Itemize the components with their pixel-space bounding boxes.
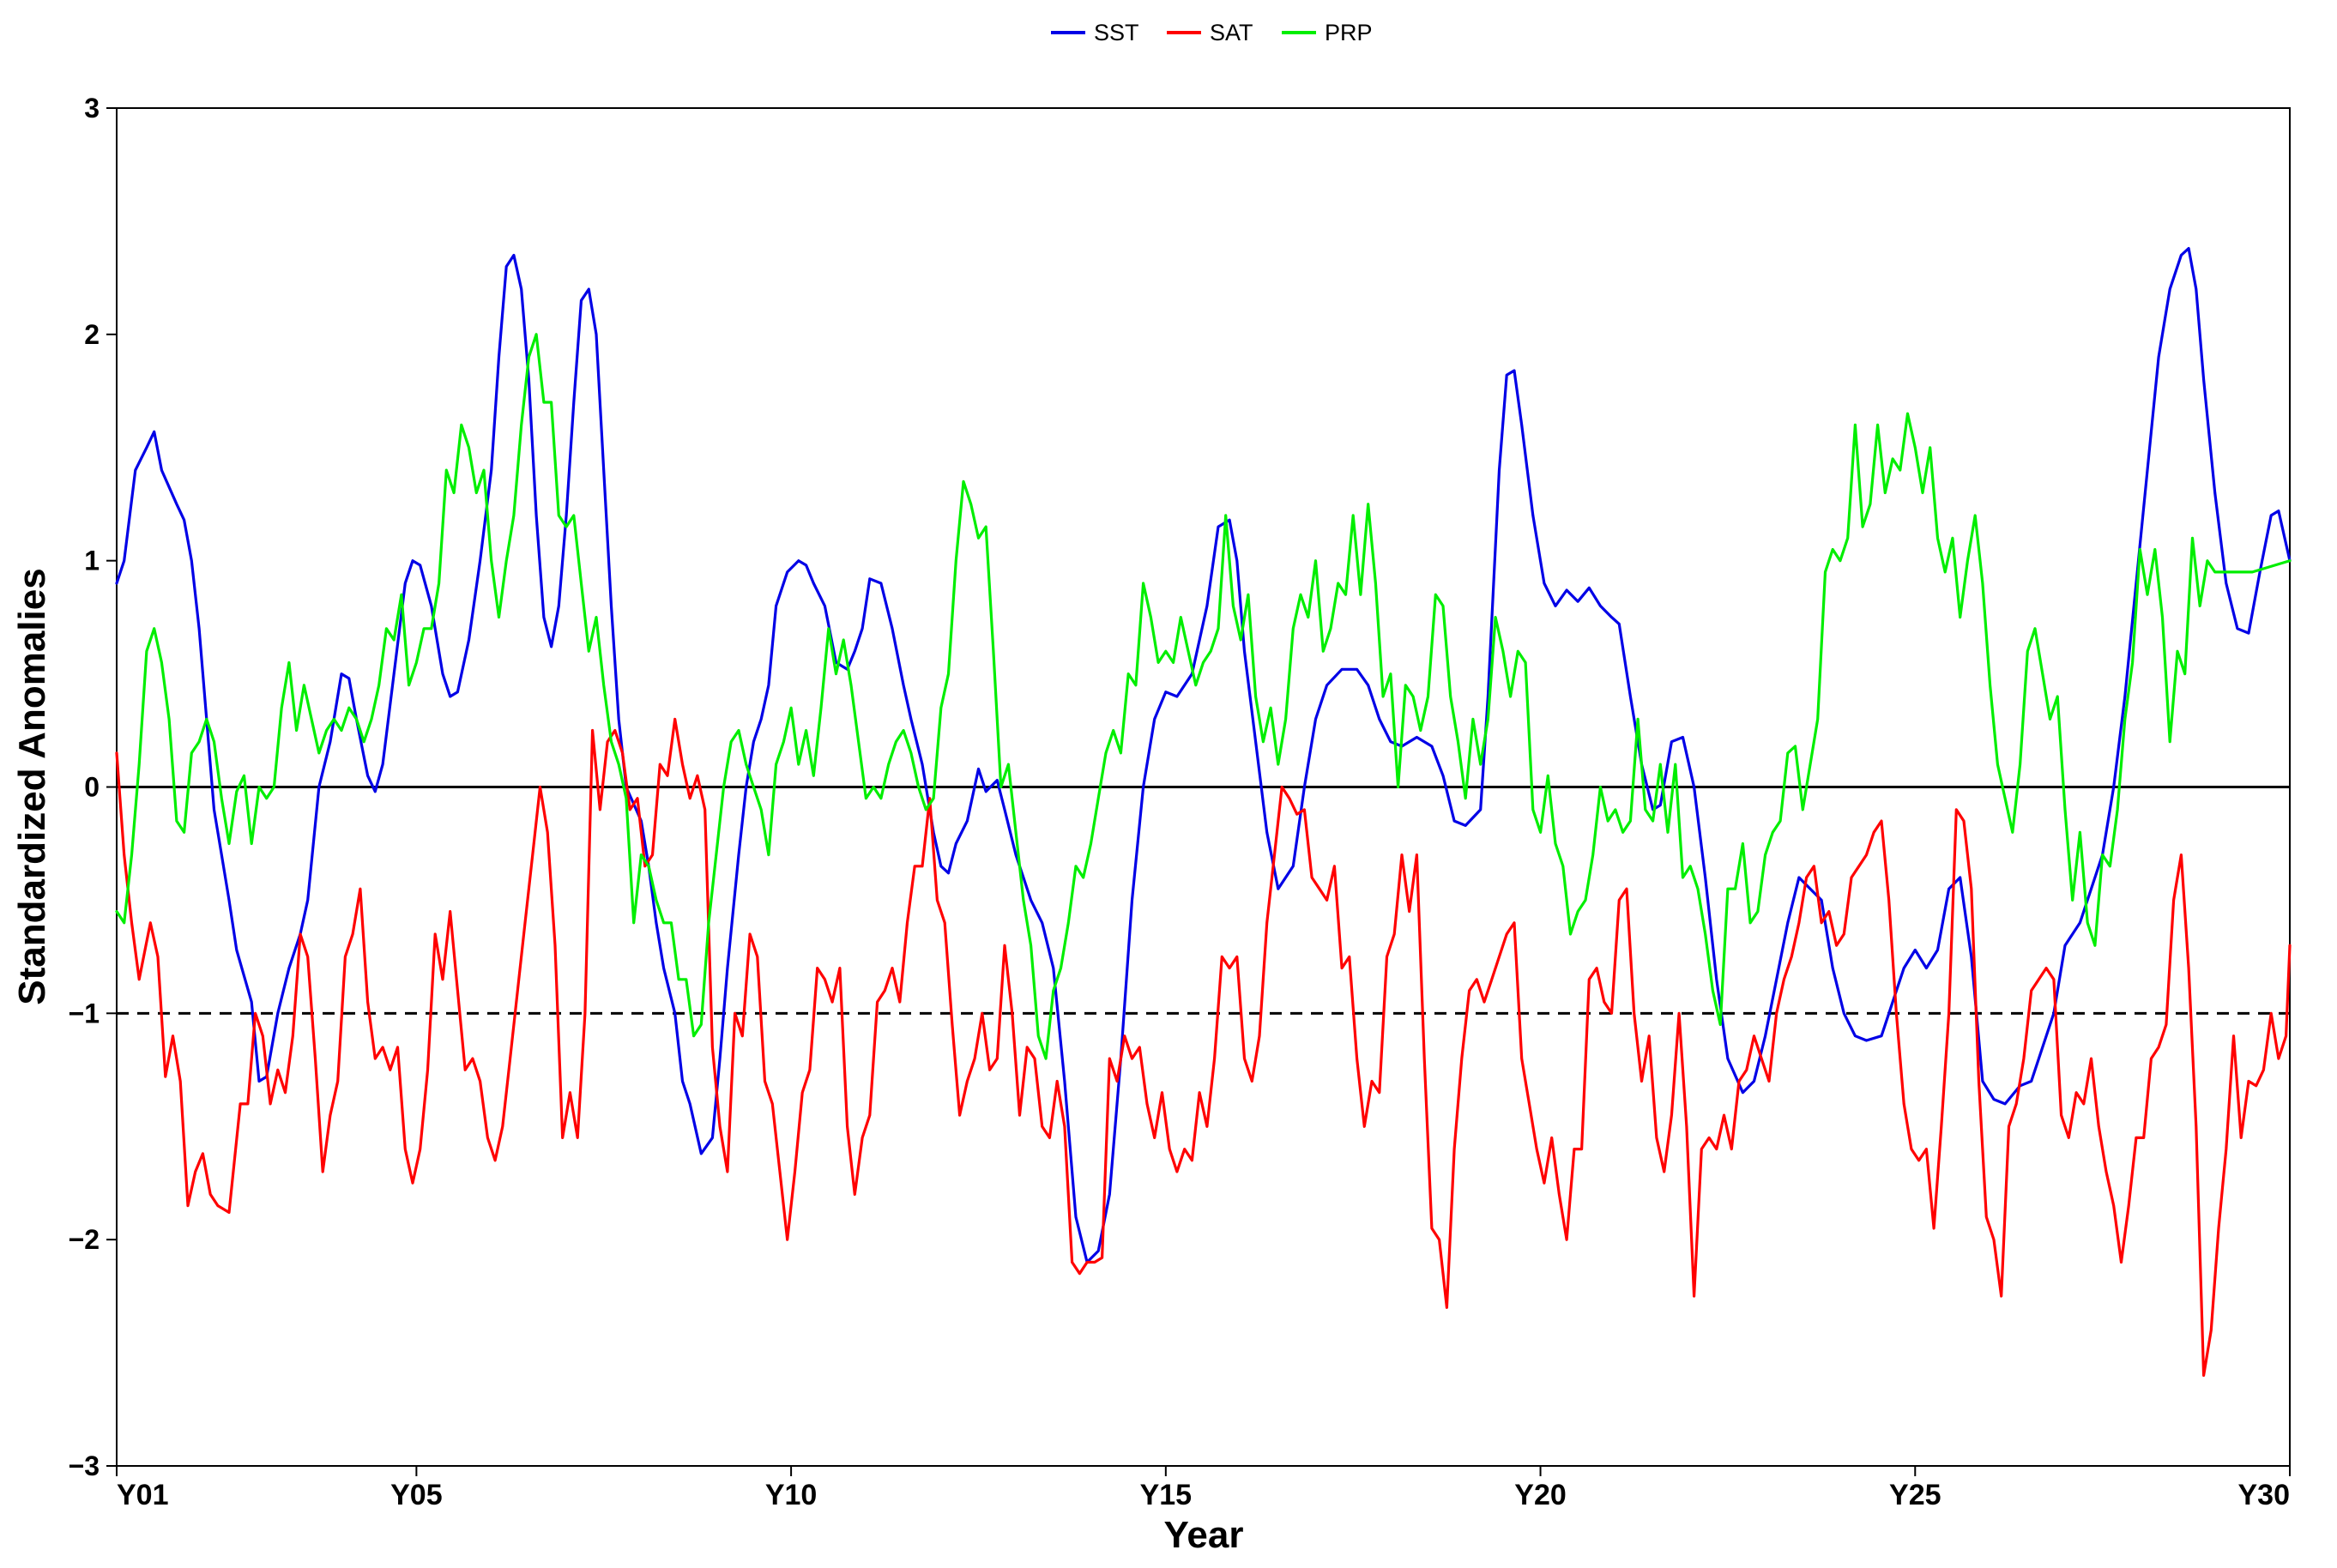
x-tick-label: Y25 (1889, 1479, 1941, 1511)
x-tick-label: Y15 (1140, 1479, 1193, 1511)
x-tick-label: Y30 (2238, 1479, 2291, 1511)
series-line-sat (115, 717, 2292, 1378)
x-tick-label: Y05 (390, 1479, 443, 1511)
series-line-prp (115, 333, 2292, 1060)
series-lines (115, 247, 2292, 1378)
x-axis-title: Year (1164, 1514, 1244, 1556)
x-axis: Y01 Y05 Y10 Y15 Y20 Y25 Y30 (116, 1466, 2291, 1511)
y-tick-label: 0 (84, 772, 100, 803)
x-tick-label: Y01 (117, 1479, 169, 1511)
y-tick-label: 3 (84, 93, 100, 124)
y-tick-label: 2 (84, 319, 100, 350)
reference-lines (117, 786, 2290, 1015)
x-tick-label: Y20 (1514, 1479, 1567, 1511)
x-tick-label: Y10 (765, 1479, 818, 1511)
legend-label-sat: SAT (1210, 20, 1253, 45)
y-tick-label: 1 (84, 546, 100, 576)
y-tick-label: −3 (69, 1450, 100, 1481)
y-tick-label: −1 (69, 998, 100, 1028)
y-axis: 3 2 1 0 −1 −2 −3 (69, 93, 117, 1481)
legend: SST SAT PRP (1051, 20, 1373, 45)
y-axis-title: Standardized Anomalies (11, 568, 53, 1004)
legend-label-sst: SST (1094, 20, 1139, 45)
legend-label-prp: PRP (1325, 20, 1373, 45)
y-tick-label: −2 (69, 1224, 100, 1255)
